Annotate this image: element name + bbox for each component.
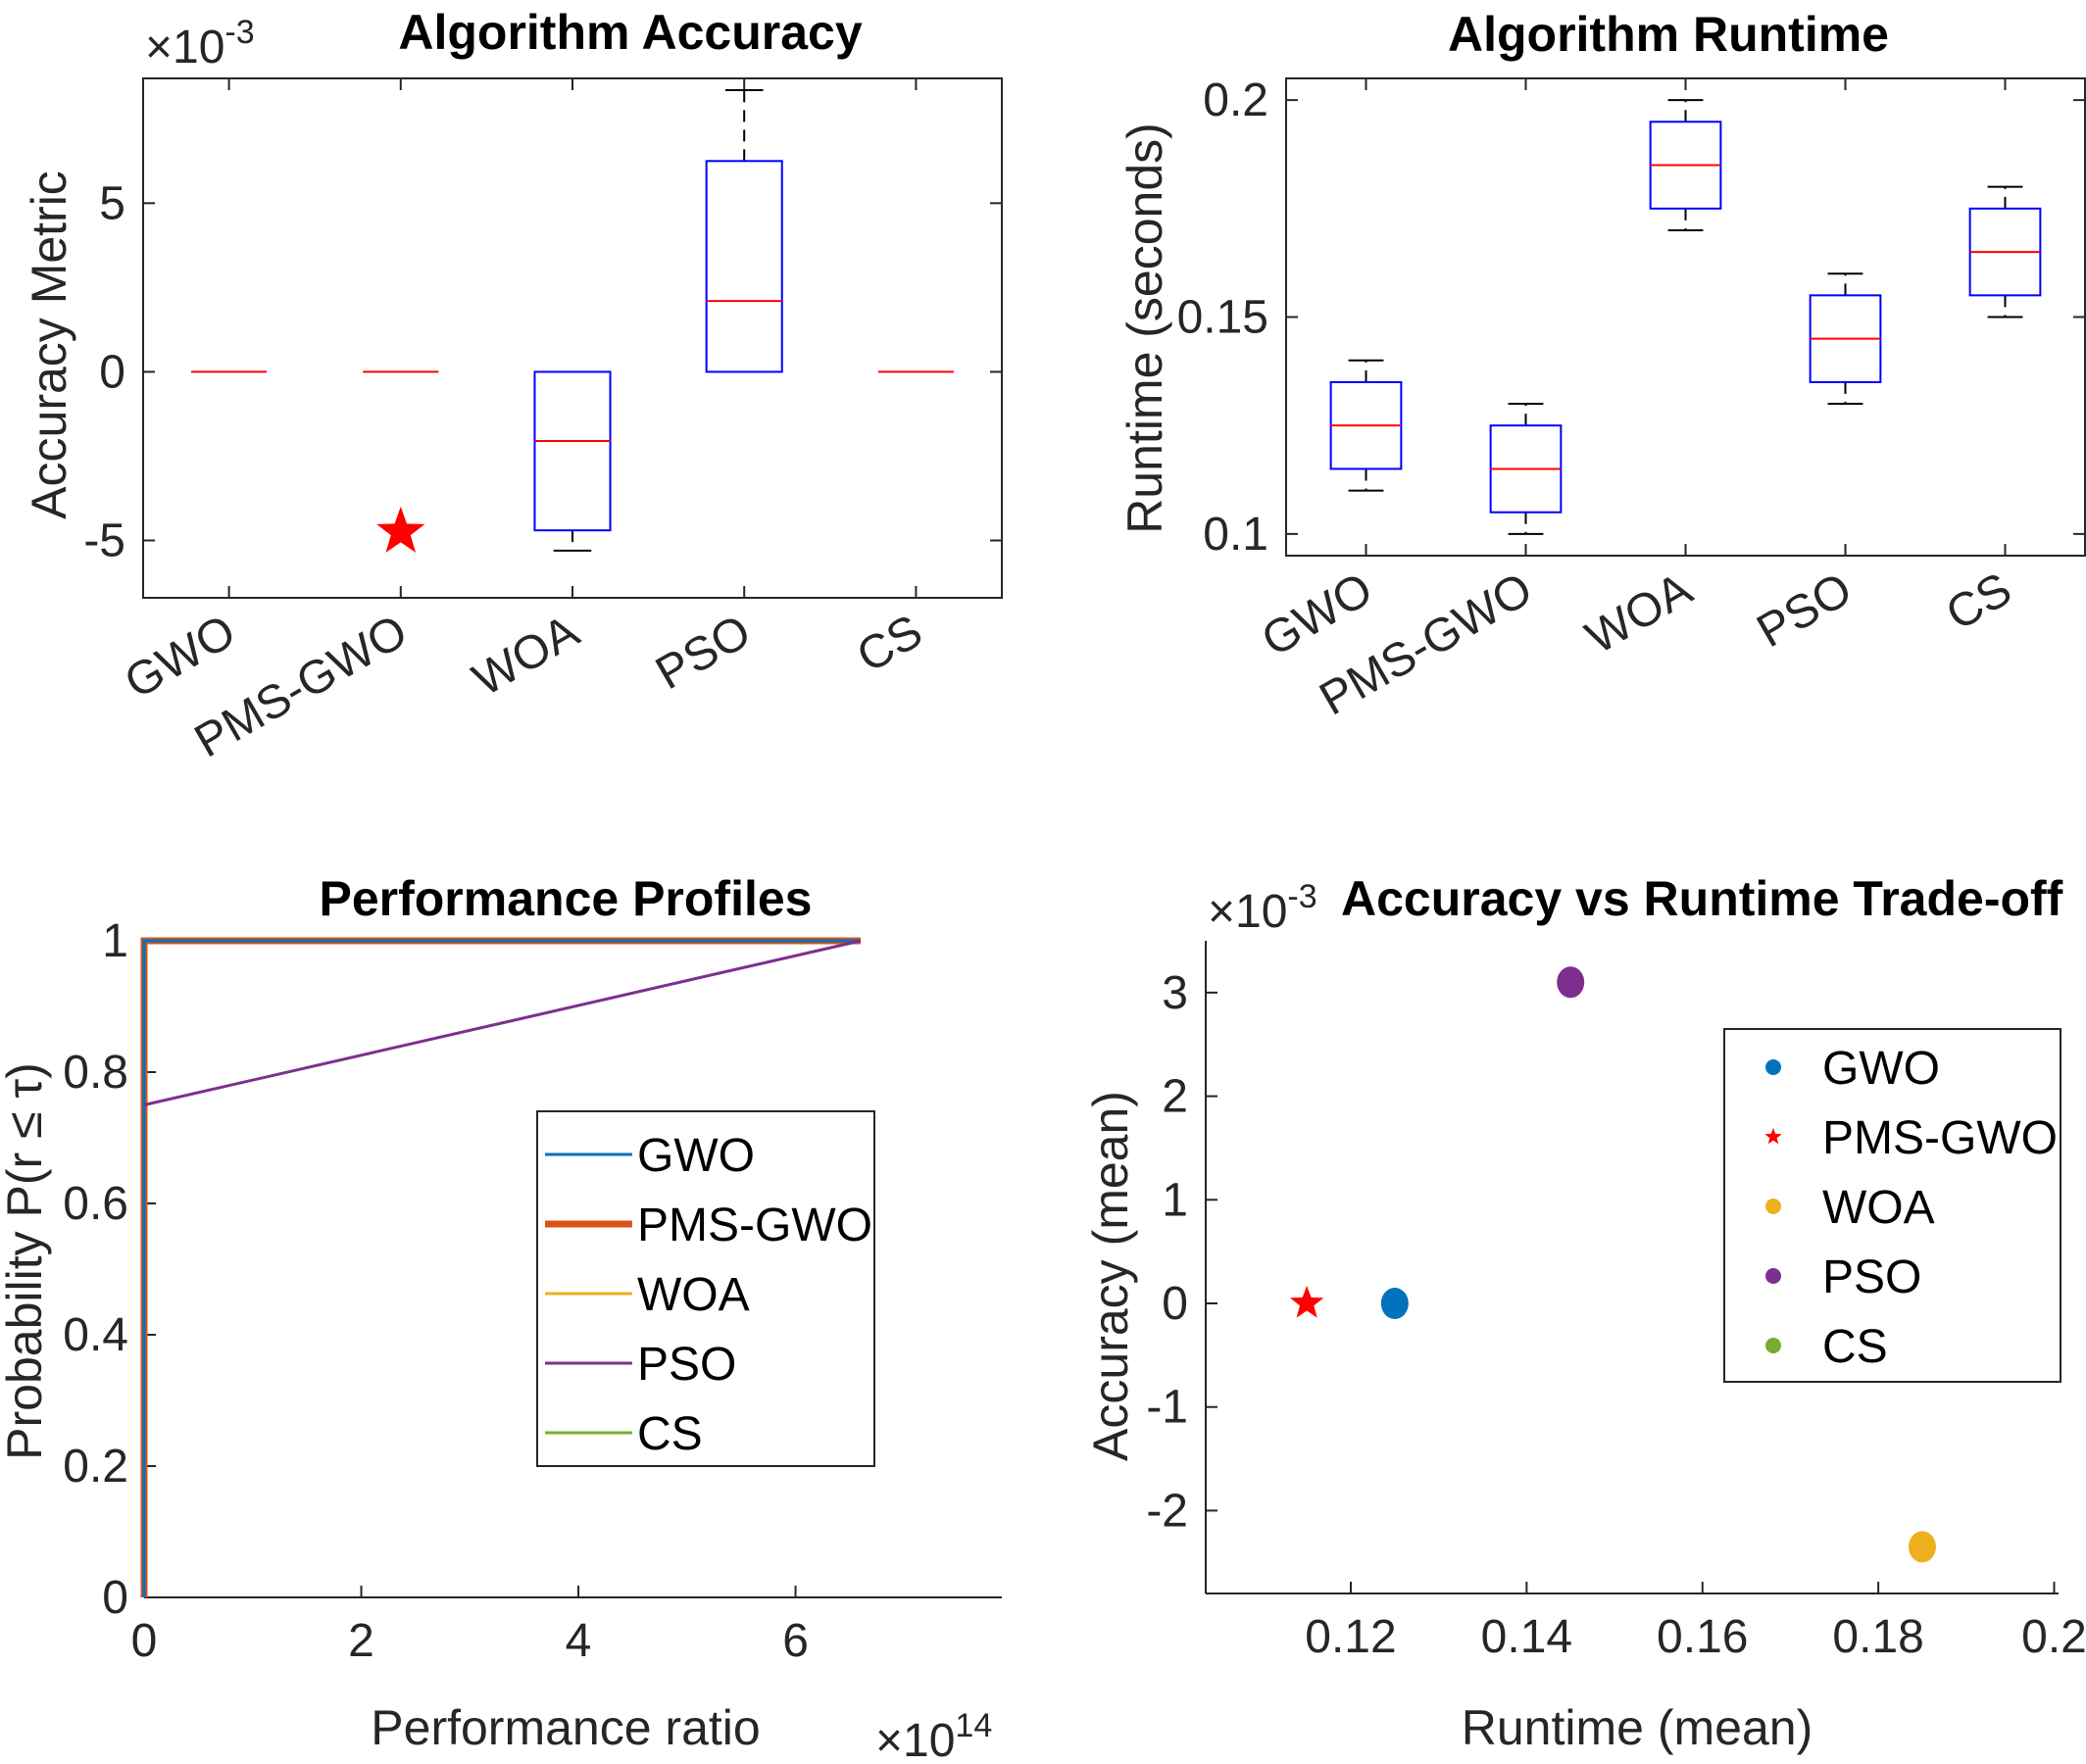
profile-chart-title: Performance Profiles (320, 871, 813, 926)
runtime-y-ticks: 0.1 0.15 0.2 (1177, 74, 2085, 561)
profile-x-tick-label: 2 (348, 1615, 374, 1667)
tradeoff-x-axis-label: Runtime (mean) (1462, 1700, 1813, 1755)
profile-line-gwo (142, 939, 861, 1597)
profile-y-tick-label: 1 (102, 915, 128, 967)
profile-x-axis-label: Performance ratio (371, 1700, 760, 1755)
tradeoff-legend-label: PMS-GWO (1822, 1112, 2058, 1164)
accuracy-y-tick-label: -5 (83, 514, 125, 566)
tradeoff-y-exponent: ×10-3 (1208, 878, 1317, 938)
profile-y-tick-label: 0.4 (63, 1309, 128, 1361)
tradeoff-legend-label: GWO (1822, 1043, 1940, 1095)
profile-legend-label: PMS-GWO (637, 1200, 872, 1251)
tradeoff-legend-label: PSO (1822, 1251, 1921, 1303)
accuracy-x-tick-label: CS (849, 606, 931, 683)
accuracy-y-ticks: -5 0 5 (83, 177, 1002, 566)
profile-line-pso (143, 939, 862, 1106)
accuracy-x-tick-label: PSO (647, 606, 759, 701)
tradeoff-y-tick-label: -2 (1146, 1485, 1188, 1537)
profile-y-axis-label: Probability P(r ≤ τ) (0, 1062, 52, 1460)
profile-lines (140, 937, 862, 1597)
tradeoff-point-pms-gwo (1290, 1286, 1324, 1318)
accuracy-outlier-star (376, 506, 425, 553)
accuracy-chart-title: Algorithm Accuracy (398, 5, 862, 60)
tradeoff-y-tick-label: -1 (1146, 1382, 1188, 1434)
profile-x-exponent: ×1014 (875, 1707, 992, 1764)
runtime-chart-title: Algorithm Runtime (1448, 7, 1889, 62)
tradeoff-x-tick-label: 0.12 (1305, 1611, 1396, 1663)
tradeoff-scatter-panel: ×10-3 Accuracy vs Runtime Trade-off Accu… (1083, 871, 2086, 1755)
tradeoff-chart-title: Accuracy vs Runtime Trade-off (1341, 871, 2063, 926)
runtime-x-tick-label: WOA (1577, 564, 1701, 664)
tradeoff-point-gwo (1380, 1288, 1409, 1319)
profile-legend-label: CS (637, 1408, 703, 1460)
tradeoff-legend-marker-woa (1765, 1199, 1781, 1214)
runtime-boxes (1329, 99, 2042, 535)
accuracy-boxes (191, 89, 954, 553)
profile-legend-label: PSO (637, 1339, 736, 1391)
tradeoff-point-woa (1908, 1531, 1936, 1563)
tradeoff-legend-marker-cs (1765, 1338, 1781, 1353)
runtime-y-axis-label: Runtime (seconds) (1118, 122, 1172, 534)
tradeoff-x-ticks: 0.12 0.14 0.16 0.18 0.2 (1305, 1582, 2086, 1663)
accuracy-boxplot-panel: Algorithm Accuracy ×10-3 Accuracy Metric… (22, 5, 1003, 768)
runtime-y-tick-label: 0.2 (1203, 74, 1268, 126)
accuracy-x-tick-label: WOA (465, 606, 588, 707)
runtime-y-tick-label: 0.15 (1177, 292, 1268, 344)
profile-legend-label: GWO (637, 1130, 755, 1182)
runtime-x-tick-label: PSO (1749, 564, 1861, 659)
accuracy-axes-box (142, 77, 1003, 599)
profile-x-tick-label: 4 (566, 1615, 592, 1667)
profile-legend-label: WOA (637, 1269, 750, 1321)
tradeoff-y-tick-label: 0 (1162, 1278, 1188, 1330)
tradeoff-legend-label: WOA (1822, 1182, 1935, 1234)
profile-y-tick-label: 0.8 (63, 1047, 128, 1099)
accuracy-box (533, 370, 612, 532)
runtime-x-tick-label: CS (1938, 564, 2020, 641)
performance-profile-panel: Performance Profiles Probability P(r ≤ τ… (0, 871, 1002, 1764)
accuracy-y-tick-label: 5 (99, 177, 125, 229)
tradeoff-y-ticks: -2 -1 0 1 2 3 (1146, 967, 1217, 1537)
accuracy-box (705, 160, 783, 373)
tradeoff-x-tick-label: 0.14 (1481, 1611, 1572, 1663)
accuracy-y-exponent: ×10-3 (145, 14, 255, 74)
profile-x-tick-label: 6 (782, 1615, 809, 1667)
tradeoff-y-axis-label: Accuracy (mean) (1083, 1091, 1138, 1461)
tradeoff-legend-marker-pso (1765, 1268, 1781, 1284)
profile-x-tick-label: 0 (131, 1615, 158, 1667)
runtime-y-tick-label: 0.1 (1203, 509, 1268, 561)
tradeoff-x-tick-label: 0.18 (1832, 1611, 1923, 1663)
profile-y-tick-label: 0 (102, 1572, 128, 1624)
profile-y-tick-label: 0.2 (63, 1441, 128, 1493)
profile-legend: GWO PMS-GWO WOA PSO CS (536, 1110, 875, 1467)
accuracy-x-tick-label: GWO (117, 606, 244, 710)
tradeoff-legend-marker-pms-gwo (1764, 1128, 1782, 1145)
profile-y-tick-label: 0.6 (63, 1178, 128, 1230)
tradeoff-x-tick-label: 0.2 (2021, 1611, 2086, 1663)
tradeoff-axis-lines (1205, 941, 2059, 1594)
accuracy-y-axis-label: Accuracy Metric (22, 171, 76, 519)
runtime-boxplot-panel: Algorithm Runtime Runtime (seconds) 0.10… (1118, 7, 2086, 726)
tradeoff-x-tick-label: 0.16 (1657, 1611, 1748, 1663)
accuracy-y-tick-label: 0 (99, 346, 125, 398)
tradeoff-legend-marker-gwo (1765, 1059, 1781, 1075)
runtime-axes-box (1285, 77, 2086, 557)
tradeoff-legend-label: CS (1822, 1321, 1888, 1373)
tradeoff-y-tick-label: 2 (1162, 1071, 1188, 1123)
tradeoff-point-pso (1557, 966, 1585, 999)
profile-y-ticks: 0 0.2 0.4 0.6 0.8 1 (63, 915, 156, 1624)
profile-legend-box (536, 1110, 875, 1467)
profile-x-ticks: 0 2 4 6 (131, 1586, 809, 1667)
tradeoff-y-tick-label: 3 (1162, 967, 1188, 1019)
tradeoff-legend: GWO PMS-GWO WOA PSO CS (1723, 1028, 2061, 1383)
tradeoff-y-tick-label: 1 (1162, 1174, 1188, 1226)
